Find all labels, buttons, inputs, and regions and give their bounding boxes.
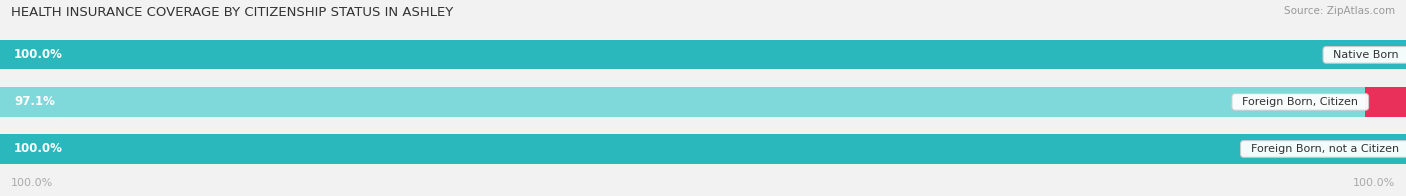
Bar (0, 40, 1406, 69)
Bar (1365, 87, 1406, 116)
Bar (0, 134, 1406, 163)
Bar (0, 87, 1406, 116)
Text: 100.0%: 100.0% (1353, 178, 1395, 188)
Text: 100.0%: 100.0% (11, 178, 53, 188)
Text: HEALTH INSURANCE COVERAGE BY CITIZENSHIP STATUS IN ASHLEY: HEALTH INSURANCE COVERAGE BY CITIZENSHIP… (11, 6, 454, 19)
Text: Foreign Born, Citizen: Foreign Born, Citizen (1236, 97, 1365, 107)
Bar (0, 134, 1406, 163)
Bar (0, 40, 1406, 69)
Text: Foreign Born, not a Citizen: Foreign Born, not a Citizen (1244, 144, 1406, 154)
Text: 100.0%: 100.0% (14, 48, 63, 61)
Text: Native Born: Native Born (1326, 50, 1406, 60)
Bar (0, 87, 1365, 116)
Text: 97.1%: 97.1% (14, 95, 55, 108)
Text: 100.0%: 100.0% (14, 142, 63, 155)
Text: Source: ZipAtlas.com: Source: ZipAtlas.com (1284, 6, 1395, 16)
